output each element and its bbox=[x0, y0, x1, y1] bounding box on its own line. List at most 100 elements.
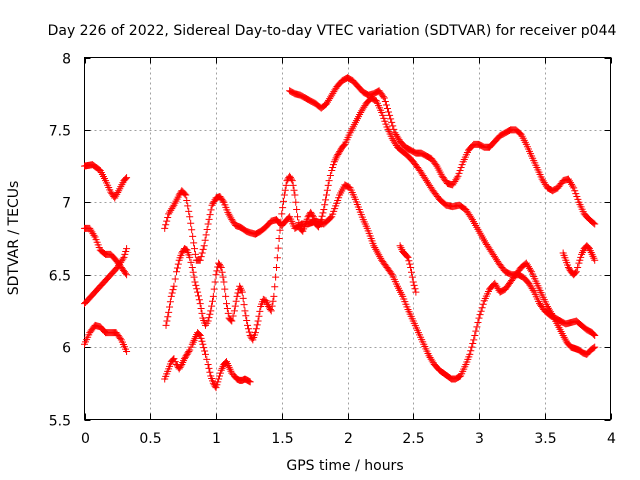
data-point bbox=[189, 232, 197, 240]
data-point bbox=[564, 263, 572, 271]
data-point bbox=[167, 292, 175, 300]
data-point bbox=[375, 251, 383, 259]
data-point bbox=[328, 166, 336, 174]
data-point bbox=[226, 212, 234, 220]
data-point bbox=[382, 101, 390, 109]
data-point bbox=[256, 307, 264, 315]
data-point bbox=[282, 181, 290, 189]
data-point bbox=[214, 378, 222, 386]
plot-frame bbox=[84, 57, 611, 420]
data-point bbox=[120, 253, 128, 261]
data-point bbox=[171, 275, 179, 283]
data-point bbox=[243, 317, 251, 325]
data-point bbox=[571, 187, 579, 195]
data-point bbox=[207, 307, 215, 315]
data-point bbox=[374, 249, 382, 257]
data-point bbox=[273, 254, 281, 262]
data-point bbox=[187, 258, 195, 266]
data-point bbox=[188, 226, 196, 234]
data-point bbox=[280, 191, 288, 199]
data-point bbox=[222, 292, 230, 300]
data-point bbox=[234, 289, 242, 297]
data-point bbox=[202, 231, 210, 239]
data-point bbox=[173, 264, 181, 272]
data-point bbox=[197, 334, 205, 342]
axis-ticks bbox=[84, 57, 612, 421]
data-point bbox=[407, 268, 415, 276]
data-point bbox=[220, 278, 228, 286]
data-point bbox=[246, 378, 254, 386]
x-tick-label: 1.5 bbox=[271, 431, 293, 447]
data-point bbox=[411, 285, 419, 293]
data-point bbox=[194, 292, 202, 300]
data-point bbox=[382, 120, 390, 128]
data-point bbox=[281, 186, 289, 194]
data-point bbox=[410, 281, 418, 289]
data-point bbox=[166, 303, 174, 311]
data-point bbox=[387, 115, 395, 123]
data-point bbox=[186, 346, 194, 354]
data-point bbox=[223, 304, 231, 312]
data-point bbox=[572, 268, 580, 276]
data-point bbox=[114, 189, 122, 197]
data-point bbox=[275, 235, 283, 242]
data-point bbox=[210, 198, 218, 206]
data-point bbox=[213, 267, 221, 275]
x-tick-label: 0 bbox=[81, 431, 90, 447]
data-point bbox=[527, 266, 535, 274]
data-point bbox=[176, 363, 184, 371]
data-point bbox=[121, 250, 129, 258]
data-point bbox=[189, 268, 197, 276]
data-point bbox=[180, 355, 188, 363]
x-tick-label: 4 bbox=[607, 431, 616, 447]
y-tick-label: 6.5 bbox=[49, 269, 71, 285]
data-point bbox=[274, 244, 282, 252]
y-tick-label: 7 bbox=[62, 196, 71, 212]
data-point bbox=[590, 344, 598, 352]
data-point bbox=[190, 273, 198, 281]
data-point bbox=[191, 245, 199, 253]
data-point bbox=[255, 312, 263, 320]
data-point bbox=[474, 318, 482, 326]
data-point bbox=[203, 355, 211, 363]
data-point bbox=[238, 288, 246, 296]
data-point bbox=[307, 208, 315, 216]
data-point bbox=[286, 172, 294, 180]
data-point bbox=[164, 214, 172, 222]
data-point bbox=[186, 213, 194, 221]
x-tick-label: 1 bbox=[212, 431, 221, 447]
data-point bbox=[267, 307, 275, 315]
data-point bbox=[469, 339, 477, 347]
data-point bbox=[175, 191, 183, 199]
data-point bbox=[280, 197, 288, 205]
data-point bbox=[216, 372, 224, 380]
data-point bbox=[478, 304, 486, 312]
data-point bbox=[215, 375, 223, 383]
data-point bbox=[195, 331, 203, 339]
data-point bbox=[122, 269, 130, 277]
data-point bbox=[320, 206, 328, 214]
data-point bbox=[329, 164, 337, 172]
data-point bbox=[205, 215, 213, 223]
data-point bbox=[270, 292, 278, 300]
data-point bbox=[386, 111, 394, 119]
data-point bbox=[570, 184, 578, 192]
data-point bbox=[472, 327, 480, 335]
data-point bbox=[166, 298, 174, 306]
series-trace-1 bbox=[81, 161, 131, 202]
data-point bbox=[329, 161, 337, 169]
data-point bbox=[373, 247, 381, 255]
data-point bbox=[244, 325, 252, 333]
data-point bbox=[292, 198, 300, 206]
data-point bbox=[174, 260, 182, 268]
data-point bbox=[187, 343, 195, 351]
data-point bbox=[326, 172, 334, 180]
data-point bbox=[187, 219, 195, 227]
data-point bbox=[294, 213, 302, 221]
data-point bbox=[322, 191, 330, 199]
data-point bbox=[181, 353, 189, 361]
y-axis-label: SDTVAR / TECUs bbox=[6, 181, 22, 296]
data-point bbox=[573, 193, 581, 201]
data-point bbox=[576, 256, 584, 264]
